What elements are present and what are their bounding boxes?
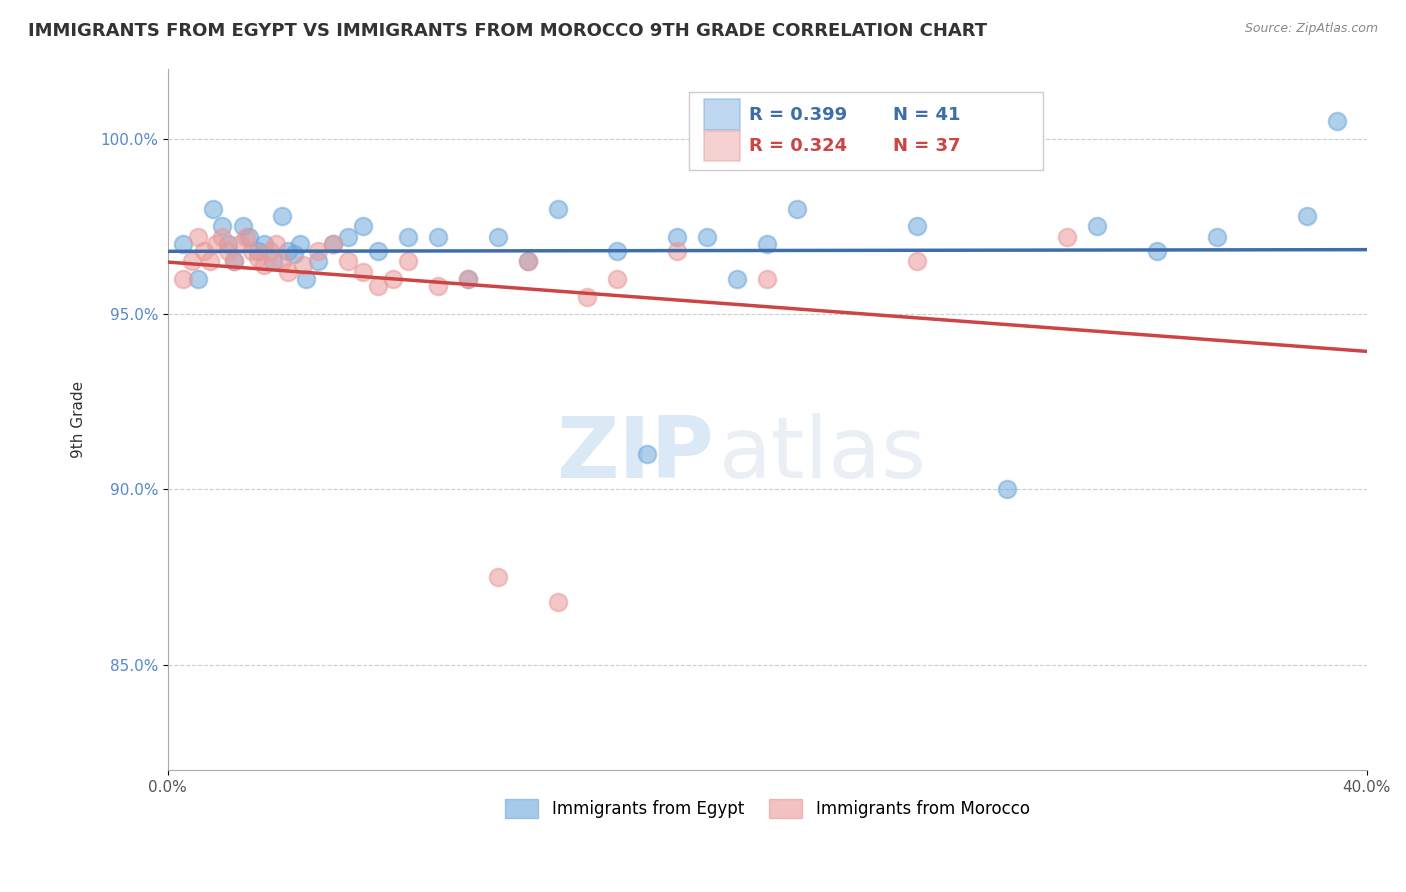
Point xyxy=(725,272,748,286)
Point xyxy=(262,254,284,268)
Point xyxy=(217,244,239,258)
Point xyxy=(193,244,215,258)
Y-axis label: 9th Grade: 9th Grade xyxy=(72,381,86,458)
Point xyxy=(187,230,209,244)
Point xyxy=(995,483,1018,497)
Point xyxy=(666,244,689,258)
Point xyxy=(367,244,389,258)
Point xyxy=(211,219,233,234)
FancyBboxPatch shape xyxy=(704,99,740,129)
Point xyxy=(253,236,276,251)
Point xyxy=(246,244,269,258)
Point xyxy=(426,279,449,293)
Point xyxy=(322,236,344,251)
FancyBboxPatch shape xyxy=(689,93,1043,169)
Point xyxy=(238,230,260,244)
Text: IMMIGRANTS FROM EGYPT VS IMMIGRANTS FROM MOROCCO 9TH GRADE CORRELATION CHART: IMMIGRANTS FROM EGYPT VS IMMIGRANTS FROM… xyxy=(28,22,987,40)
Point xyxy=(187,272,209,286)
Point xyxy=(606,272,628,286)
Point xyxy=(198,254,221,268)
Point xyxy=(352,265,374,279)
Point xyxy=(486,230,509,244)
Point xyxy=(235,230,257,244)
Point xyxy=(426,230,449,244)
Point xyxy=(217,236,239,251)
Point xyxy=(253,258,276,272)
Point xyxy=(222,254,245,268)
Point xyxy=(1206,230,1229,244)
Point xyxy=(201,202,224,216)
Point xyxy=(1326,114,1348,128)
Text: ZIP: ZIP xyxy=(555,413,713,496)
Point xyxy=(1295,209,1317,223)
Point xyxy=(367,279,389,293)
Point xyxy=(547,594,569,608)
Point xyxy=(1056,230,1078,244)
Point xyxy=(696,230,718,244)
Point xyxy=(277,265,299,279)
Point xyxy=(336,230,359,244)
Text: atlas: atlas xyxy=(720,413,928,496)
Point xyxy=(1085,219,1108,234)
Point xyxy=(516,254,538,268)
Point xyxy=(381,272,404,286)
Point xyxy=(232,219,254,234)
Point xyxy=(294,272,316,286)
Point xyxy=(172,236,194,251)
Point xyxy=(270,209,292,223)
Point xyxy=(307,244,329,258)
Point xyxy=(270,254,292,268)
Point xyxy=(486,570,509,584)
Point xyxy=(756,272,779,286)
Point xyxy=(307,254,329,268)
Point xyxy=(1146,244,1168,258)
Point xyxy=(259,244,281,258)
Text: N = 37: N = 37 xyxy=(893,137,960,155)
Point xyxy=(457,272,479,286)
Point xyxy=(283,247,305,261)
Point xyxy=(172,272,194,286)
Point xyxy=(204,236,226,251)
Point xyxy=(576,289,599,303)
Point xyxy=(547,202,569,216)
Point xyxy=(264,236,287,251)
Point xyxy=(516,254,538,268)
Text: N = 41: N = 41 xyxy=(893,106,960,124)
Point xyxy=(222,254,245,268)
Point xyxy=(457,272,479,286)
Text: R = 0.399: R = 0.399 xyxy=(749,106,848,124)
Point xyxy=(786,202,808,216)
Point xyxy=(322,236,344,251)
Point xyxy=(336,254,359,268)
Point xyxy=(246,251,269,265)
Point xyxy=(905,254,928,268)
Point xyxy=(229,236,252,251)
Point xyxy=(352,219,374,234)
Point xyxy=(288,236,311,251)
Point xyxy=(636,447,658,461)
Point xyxy=(905,219,928,234)
Text: R = 0.324: R = 0.324 xyxy=(749,137,848,155)
FancyBboxPatch shape xyxy=(704,131,740,161)
Point xyxy=(756,236,779,251)
Point xyxy=(240,244,263,258)
Legend: Immigrants from Egypt, Immigrants from Morocco: Immigrants from Egypt, Immigrants from M… xyxy=(498,792,1036,825)
Point xyxy=(277,244,299,258)
Point xyxy=(606,244,628,258)
Point xyxy=(291,258,314,272)
Point xyxy=(666,230,689,244)
Point xyxy=(396,254,419,268)
Text: Source: ZipAtlas.com: Source: ZipAtlas.com xyxy=(1244,22,1378,36)
Point xyxy=(211,230,233,244)
Point xyxy=(396,230,419,244)
Point xyxy=(180,254,202,268)
